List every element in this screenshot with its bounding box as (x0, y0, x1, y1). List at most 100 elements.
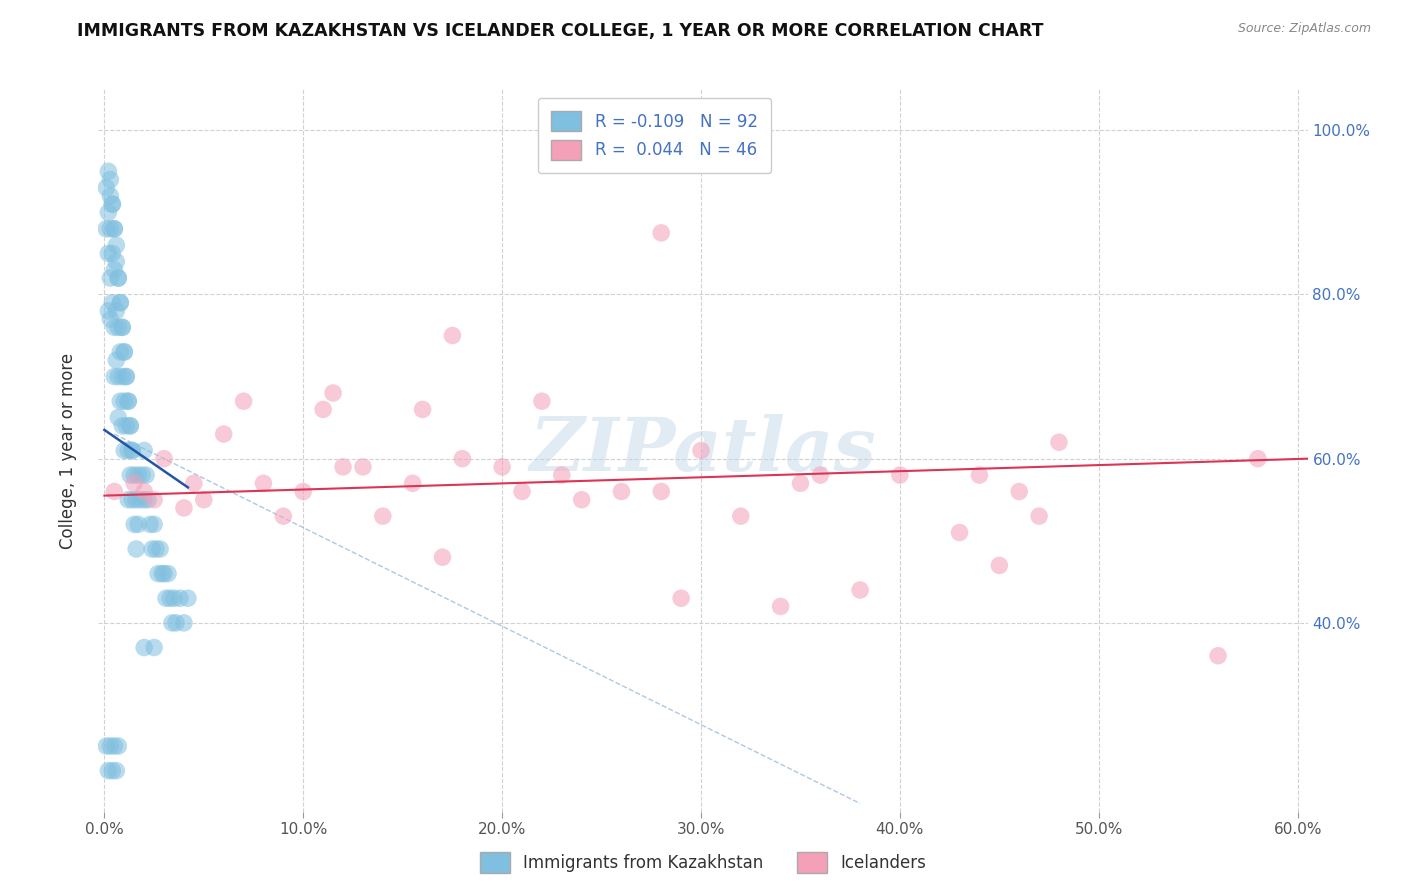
Point (610, 484, 633, 499)
Point (193, 492, 215, 507)
Point (669, 591, 692, 606)
Point (115, 369, 138, 384)
Point (650, 226, 672, 240)
Point (322, 386, 344, 401)
Point (1247, 451, 1270, 466)
Point (101, 764, 124, 778)
Point (105, 254, 128, 268)
Point (141, 541, 163, 556)
Point (107, 320, 129, 334)
Point (122, 468, 145, 483)
Point (120, 418, 142, 433)
Point (98, 172, 121, 186)
Point (134, 492, 156, 507)
Point (107, 271, 129, 285)
Point (849, 582, 872, 597)
Point (530, 394, 553, 409)
Point (808, 468, 831, 483)
Point (117, 443, 139, 458)
Point (105, 304, 128, 318)
Point (101, 197, 124, 211)
Point (352, 459, 374, 474)
Point (110, 295, 132, 310)
Point (125, 492, 148, 507)
Y-axis label: College, 1 year or more: College, 1 year or more (59, 352, 77, 549)
Point (183, 476, 205, 491)
Point (112, 345, 135, 359)
Point (111, 320, 134, 334)
Point (145, 541, 167, 556)
Point (131, 468, 153, 483)
Point (117, 394, 139, 409)
Point (491, 459, 513, 474)
Point (107, 410, 129, 425)
Point (159, 591, 181, 606)
Point (105, 238, 128, 252)
Text: IMMIGRANTS FROM KAZAKHSTAN VS ICELANDER COLLEGE, 1 YEAR OR MORE CORRELATION CHAR: IMMIGRANTS FROM KAZAKHSTAN VS ICELANDER … (77, 22, 1043, 40)
Point (1206, 648, 1229, 663)
Point (110, 345, 132, 359)
Point (120, 468, 142, 483)
Point (136, 492, 159, 507)
Point (103, 369, 125, 384)
Point (155, 591, 177, 606)
Point (401, 476, 423, 491)
Point (212, 427, 235, 442)
Point (103, 739, 125, 753)
Point (988, 558, 1011, 573)
Point (134, 484, 156, 499)
Point (120, 418, 142, 433)
Point (129, 492, 152, 507)
Point (169, 591, 191, 606)
Point (510, 484, 533, 499)
Point (650, 484, 672, 499)
Point (273, 509, 295, 524)
Point (125, 541, 148, 556)
Point (332, 459, 354, 474)
Point (789, 476, 811, 491)
Point (97, 205, 120, 219)
Point (135, 468, 157, 483)
Point (105, 764, 128, 778)
Point (112, 394, 135, 409)
Point (97, 304, 120, 318)
Text: Source: ZipAtlas.com: Source: ZipAtlas.com (1237, 22, 1371, 36)
Point (146, 566, 169, 581)
Point (117, 394, 139, 409)
Point (143, 517, 166, 532)
Point (98, 739, 121, 753)
Point (97, 164, 120, 178)
Point (107, 739, 129, 753)
Point (127, 468, 149, 483)
Point (149, 541, 172, 556)
Point (103, 484, 125, 499)
Point (103, 221, 125, 235)
Point (157, 566, 180, 581)
Point (103, 221, 125, 235)
Point (97, 246, 120, 260)
Point (551, 468, 574, 483)
Point (173, 500, 195, 515)
Point (173, 615, 195, 630)
Point (571, 492, 593, 507)
Point (98, 221, 121, 235)
Point (165, 615, 187, 630)
Legend: Immigrants from Kazakhstan, Icelanders: Immigrants from Kazakhstan, Icelanders (474, 846, 932, 880)
Point (730, 509, 752, 524)
Point (121, 492, 143, 507)
Point (115, 418, 138, 433)
Point (127, 517, 149, 532)
Point (107, 271, 129, 285)
Point (177, 591, 200, 606)
Point (105, 353, 128, 368)
Point (98, 271, 121, 285)
Point (121, 443, 143, 458)
Point (1047, 435, 1070, 450)
Point (101, 197, 124, 211)
Point (889, 468, 911, 483)
Point (1008, 484, 1031, 499)
Point (371, 509, 394, 524)
Point (111, 369, 134, 384)
Point (96, 180, 118, 194)
Point (110, 394, 132, 409)
